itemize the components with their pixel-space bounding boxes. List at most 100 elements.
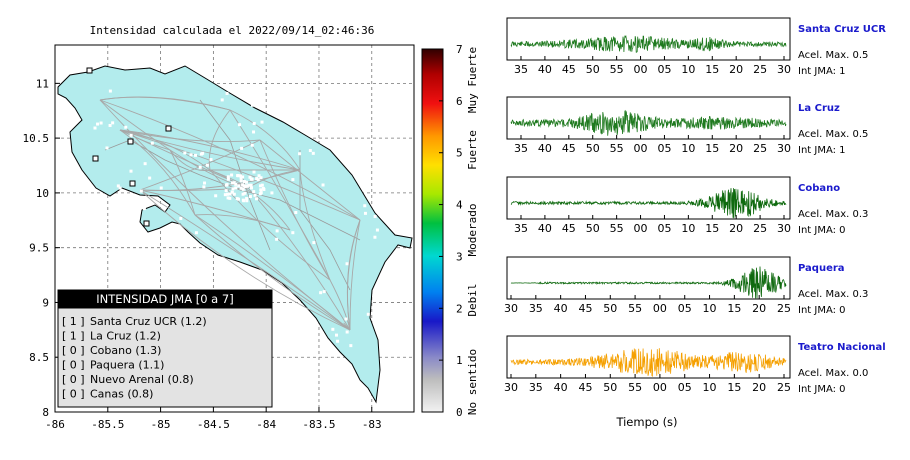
road bbox=[139, 189, 351, 331]
x-tick-label: -84 bbox=[256, 418, 276, 431]
waveform-tick-label: 50 bbox=[603, 302, 617, 315]
waveform-tick-label: 20 bbox=[729, 63, 743, 76]
waveform-panel: 35 40 45 50 55 00 05 10 15 20 25 30 La Cruz Acel. Max… bbox=[506, 96, 868, 156]
town-marker bbox=[226, 196, 230, 200]
town-marker bbox=[275, 229, 279, 233]
town-marker bbox=[205, 163, 209, 167]
town-marker bbox=[261, 186, 265, 190]
legend-header bbox=[58, 290, 272, 308]
waveform-tick-label: 40 bbox=[538, 142, 552, 155]
x-tick-label: -84.5 bbox=[197, 418, 230, 431]
road bbox=[119, 129, 301, 171]
town-marker bbox=[225, 192, 229, 196]
town-marker bbox=[245, 184, 249, 188]
road bbox=[119, 129, 171, 151]
waveform-tick-label: 50 bbox=[586, 63, 600, 76]
road bbox=[119, 129, 196, 216]
town-marker bbox=[111, 121, 115, 125]
town-marker bbox=[308, 149, 312, 153]
town-marker bbox=[232, 192, 236, 196]
waveform-tick-label: 45 bbox=[562, 142, 576, 155]
waveform-tick-label: 50 bbox=[603, 381, 617, 394]
waveform-tick-label: 55 bbox=[610, 222, 624, 235]
town-marker bbox=[189, 153, 193, 157]
waveform-tick-label: 05 bbox=[678, 381, 692, 394]
town-marker bbox=[194, 231, 198, 235]
town-marker bbox=[259, 188, 263, 192]
legend-item-level: [ 0 ] bbox=[62, 388, 85, 401]
town-marker bbox=[224, 183, 228, 187]
y-tick-label: 9 bbox=[42, 296, 49, 309]
waveform-tick-label: 35 bbox=[529, 381, 543, 394]
y-tick-label: 11 bbox=[36, 77, 49, 90]
town-marker bbox=[312, 241, 316, 245]
town-marker bbox=[230, 181, 234, 185]
colorbar-tick-label: 0 bbox=[456, 406, 463, 419]
waveform-frame bbox=[506, 256, 791, 300]
town-marker bbox=[129, 169, 133, 173]
road bbox=[139, 139, 261, 191]
road bbox=[209, 169, 331, 281]
legend-title: INTENSIDAD JMA [0 a 7] bbox=[96, 292, 233, 306]
colorbar-tick-label: 5 bbox=[456, 147, 463, 160]
colorbar-tick-label: 4 bbox=[456, 199, 463, 212]
waveform-tick-label: 40 bbox=[538, 222, 552, 235]
station-marker bbox=[165, 125, 172, 132]
waveform-tick-label: 55 bbox=[628, 381, 642, 394]
waveform-tick-label: 30 bbox=[504, 381, 518, 394]
waveform-trace bbox=[510, 266, 787, 299]
station-marker bbox=[129, 180, 136, 187]
road bbox=[208, 109, 231, 171]
legend-item-label: Santa Cruz UCR (1.2) bbox=[90, 315, 207, 328]
waveform-tick-label: 10 bbox=[681, 63, 695, 76]
town-marker bbox=[234, 186, 238, 190]
town-marker bbox=[183, 151, 187, 155]
town-marker bbox=[139, 189, 143, 193]
town-marker bbox=[105, 146, 109, 150]
legend-item-label: Canas (0.8) bbox=[90, 388, 153, 401]
waveform-tick-label: 15 bbox=[727, 381, 741, 394]
town-marker bbox=[241, 192, 245, 196]
town-marker bbox=[252, 190, 256, 194]
town-marker bbox=[248, 175, 252, 179]
colorbar-tick-label: 6 bbox=[456, 95, 463, 108]
x-tick-label: -85.5 bbox=[91, 418, 124, 431]
town-marker bbox=[321, 183, 325, 187]
town-marker bbox=[242, 199, 246, 203]
town-marker bbox=[250, 103, 254, 107]
town-marker bbox=[250, 177, 254, 181]
intensity-map: Intensidad calculada el 2022/09/14_02:46… bbox=[23, 24, 415, 431]
station-name: Cobano bbox=[798, 183, 840, 194]
station-jma: Int JMA: 0 bbox=[798, 225, 846, 236]
road bbox=[119, 129, 301, 171]
legend-item-level: [ 0 ] bbox=[62, 344, 85, 357]
station-name: Paquera bbox=[798, 263, 845, 274]
station-accel: Acel. Max. 0.3 bbox=[798, 289, 868, 300]
station-jma: Int JMA: 0 bbox=[798, 384, 846, 395]
x-tick-label: -83 bbox=[362, 418, 382, 431]
legend-items: [ 1 ] Santa Cruz UCR (1.2) [ 1 ] La Cruz (1… bbox=[62, 315, 207, 401]
map-frame bbox=[54, 44, 415, 413]
town-marker bbox=[225, 91, 229, 95]
town-marker bbox=[226, 177, 230, 181]
road bbox=[119, 129, 261, 142]
waveform-tick-label: 00 bbox=[634, 222, 648, 235]
town-marker bbox=[243, 185, 247, 189]
town-marker bbox=[150, 141, 154, 145]
colorbar-gradient bbox=[421, 48, 444, 413]
waveform-tick-label: 20 bbox=[729, 222, 743, 235]
road bbox=[169, 149, 211, 171]
town-marker bbox=[298, 152, 302, 156]
waveform-tick-label: 00 bbox=[653, 381, 667, 394]
waveform-trace bbox=[510, 188, 787, 219]
town-marker bbox=[226, 175, 230, 179]
town-marker bbox=[259, 176, 263, 180]
town-marker bbox=[239, 179, 243, 183]
waveform-tick-label: 25 bbox=[777, 302, 791, 315]
station-name: La Cruz bbox=[798, 103, 840, 114]
town-marker bbox=[143, 162, 147, 166]
station-marker bbox=[92, 155, 99, 162]
town-marker bbox=[231, 187, 235, 191]
town-marker bbox=[99, 121, 103, 125]
map-x-axis: -86 -85.5 -85 -84.5 -84 -83.5 -83 bbox=[45, 407, 382, 431]
